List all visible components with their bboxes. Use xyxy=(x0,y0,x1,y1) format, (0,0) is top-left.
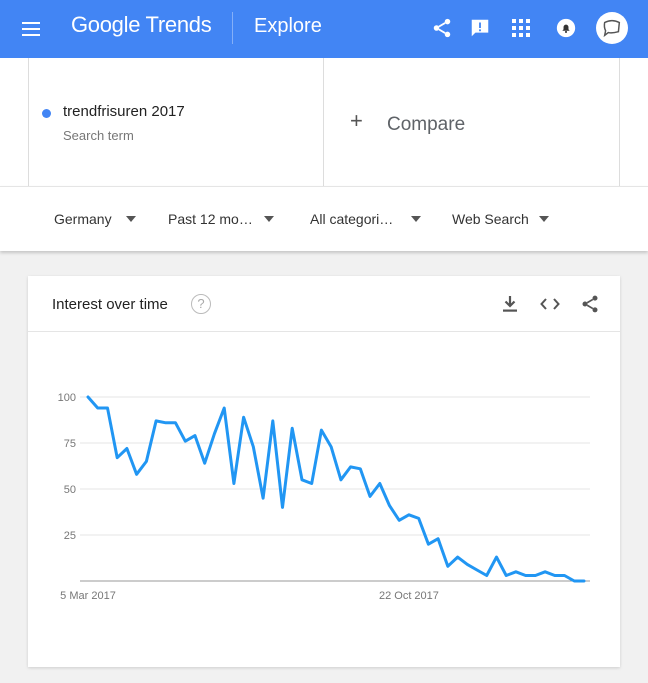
x-tick-label: 5 Mar 2017 xyxy=(60,590,116,602)
y-tick-label: 50 xyxy=(64,484,76,496)
search-term-card[interactable]: trendfrisuren 2017 Search term xyxy=(28,58,324,186)
search-type-dropdown[interactable]: Web Search xyxy=(452,211,549,227)
download-icon[interactable] xyxy=(499,293,521,315)
plus-icon: + xyxy=(350,108,363,133)
filter-bar: Germany Past 12 mo… All categori… Web Se… xyxy=(0,186,648,251)
chevron-down-icon xyxy=(126,216,136,222)
interest-line-chart: 100 75 50 25 5 Mar 2017 22 Oct 2017 xyxy=(58,392,590,602)
card-title: Interest over time xyxy=(52,296,168,313)
interest-over-time-card: Interest over time ? 100 75 50 25 5 Mar 201… xyxy=(28,276,620,667)
feedback-icon[interactable] xyxy=(466,14,494,42)
account-avatar[interactable] xyxy=(596,12,628,44)
share-icon[interactable] xyxy=(428,14,456,42)
x-tick-label: 22 Oct 2017 xyxy=(379,590,439,602)
card-header: Interest over time ? xyxy=(28,276,620,332)
category-label: All categori… xyxy=(310,211,394,227)
region-label: Germany xyxy=(54,211,112,227)
compare-label: Compare xyxy=(387,114,466,135)
chevron-down-icon xyxy=(411,216,421,222)
region-dropdown[interactable]: Germany xyxy=(54,211,136,227)
search-type-label: Web Search xyxy=(452,211,529,227)
top-app-bar: Google Trends Explore xyxy=(0,0,648,58)
menu-icon[interactable] xyxy=(20,17,44,41)
y-tick-label: 100 xyxy=(58,392,76,404)
apps-grid-icon[interactable] xyxy=(507,14,535,42)
page-title: Explore xyxy=(254,15,322,37)
y-tick-label: 25 xyxy=(64,530,76,542)
help-icon[interactable]: ? xyxy=(191,294,211,314)
google-trends-logo[interactable]: Google Trends xyxy=(71,12,212,37)
header-divider xyxy=(232,12,233,44)
series-line-trendfrisuren xyxy=(86,395,586,583)
notifications-icon[interactable] xyxy=(552,14,580,42)
share-icon[interactable] xyxy=(579,293,601,315)
category-dropdown[interactable]: All categori… xyxy=(310,211,421,227)
chevron-down-icon xyxy=(264,216,274,222)
chevron-down-icon xyxy=(539,216,549,222)
y-tick-label: 75 xyxy=(64,438,76,450)
search-term-name[interactable]: trendfrisuren 2017 xyxy=(63,103,185,120)
time-range-dropdown[interactable]: Past 12 mo… xyxy=(168,211,274,227)
search-term-subtitle: Search term xyxy=(63,128,134,143)
search-terms-panel: trendfrisuren 2017 Search term + Compare xyxy=(0,58,648,186)
term-color-dot xyxy=(42,109,51,118)
time-range-label: Past 12 mo… xyxy=(168,211,253,227)
embed-code-icon[interactable] xyxy=(539,293,561,315)
compare-button[interactable]: + Compare xyxy=(324,58,620,186)
